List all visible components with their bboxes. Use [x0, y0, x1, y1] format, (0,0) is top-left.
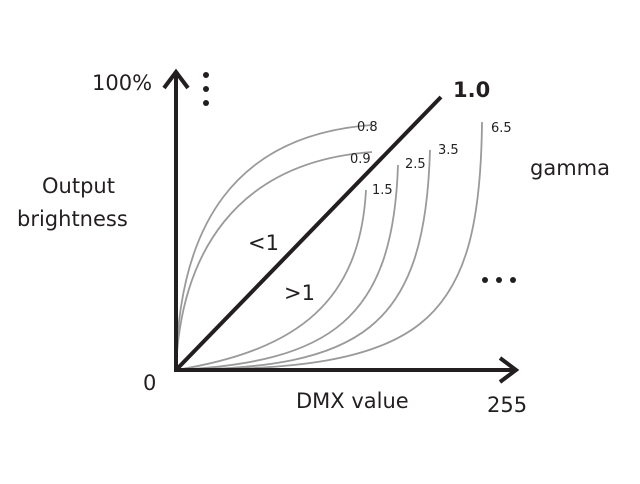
x-axis-label: DMX value [296, 389, 409, 413]
horizontal-dots [482, 277, 516, 283]
curve-6-5 [175, 121, 483, 371]
curve-label: 6.5 [491, 121, 512, 136]
linear-label: 1.0 [453, 78, 490, 102]
y-axis-label: Output [42, 174, 115, 198]
linear-line [174, 95, 443, 372]
curve-label: 0.8 [357, 120, 378, 135]
x-arrow [498, 356, 520, 384]
gamma-label: gamma [530, 156, 610, 180]
curve-label: 2.5 [405, 157, 426, 172]
x-max-label: 255 [487, 393, 527, 417]
curve-3-5 [175, 149, 431, 371]
region-label: <1 [248, 231, 279, 255]
curve-label: 0.9 [350, 152, 371, 167]
curve-label: 1.5 [372, 183, 393, 198]
curve-2-5 [175, 164, 399, 371]
curve-1-5 [175, 189, 367, 371]
curve-label: 3.5 [438, 143, 459, 158]
y-max-label: 100% [92, 71, 152, 95]
vertical-dots [203, 72, 209, 106]
region-label: >1 [284, 281, 315, 305]
origin-label: 0 [143, 371, 156, 395]
curve-0-8 [175, 124, 373, 371]
y-arrow [162, 68, 190, 90]
y-axis-label: brightness [17, 207, 128, 231]
curve-0-9 [175, 151, 373, 371]
